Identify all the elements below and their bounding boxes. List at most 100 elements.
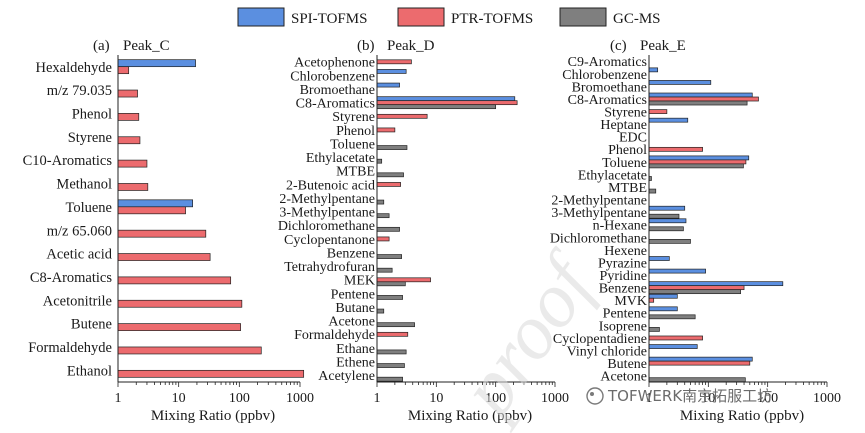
bar-gc-ms-c8-aromatics bbox=[376, 104, 497, 110]
bar-gc-ms-toluene bbox=[648, 163, 744, 169]
bar-gc-ms-c8-aromatics bbox=[648, 100, 748, 106]
category-label-chlorobenzene: Chlorobenzene bbox=[290, 69, 375, 84]
bar-ptr-tofms-acetic-acid bbox=[117, 253, 211, 261]
bar-gc-ms-ethene bbox=[376, 363, 405, 368]
bar-gc-ms-mek bbox=[376, 281, 406, 287]
category-label-pyrazine: Pyrazine bbox=[598, 256, 647, 271]
category-label-edc: EDC bbox=[619, 131, 647, 146]
category-label-chlorobenzene: Chlorobenzene bbox=[562, 68, 647, 83]
category-label-acetic-acid: Acetic acid bbox=[46, 247, 112, 263]
bar-ptr-tofms-m-z-79-035 bbox=[117, 89, 138, 98]
category-label-c10-aromatics: C10-Aromatics bbox=[23, 153, 113, 169]
bar-spi-tofms-benzene bbox=[648, 281, 784, 287]
bar-ptr-tofms-toluene bbox=[117, 206, 186, 215]
category-label-phenol: Phenol bbox=[608, 143, 647, 158]
category-label-phenol: Phenol bbox=[72, 106, 112, 122]
category-label-ethane: Ethane bbox=[336, 342, 375, 357]
brand-logo-icon bbox=[586, 387, 604, 405]
category-label-butene: Butene bbox=[607, 357, 647, 372]
category-label-acetone: Acetone bbox=[328, 315, 375, 330]
bar-gc-ms-3-methylpentane bbox=[648, 213, 680, 219]
bar-ptr-tofms-cyclopentanone bbox=[376, 236, 390, 242]
bar-ptr-tofms-formaldehyde bbox=[376, 331, 409, 337]
category-label-mek: MEK bbox=[344, 274, 375, 289]
bar-ptr-tofms-mek bbox=[376, 277, 431, 283]
category-label-ethanol: Ethanol bbox=[67, 363, 112, 379]
bar-ptr-tofms-c10-aromatics bbox=[117, 159, 148, 168]
bar-gc-ms-tetrahydrofuran bbox=[376, 267, 393, 273]
bar-gc-ms-mtbe bbox=[376, 172, 404, 178]
category-label-ethene: Ethene bbox=[336, 355, 375, 370]
bar-gc-ms-3-methylpentane bbox=[376, 213, 390, 219]
category-label-pyridine: Pyridine bbox=[600, 269, 647, 284]
panel-label: (c) bbox=[610, 38, 627, 54]
bar-spi-tofms-pyrazine bbox=[648, 256, 670, 261]
x-tick-label: 1000 bbox=[813, 391, 841, 406]
x-tick-label: 1 bbox=[115, 391, 122, 406]
category-label-m-z-65-060: m/z 65.060 bbox=[47, 223, 112, 239]
x-tick-label: 10 bbox=[701, 391, 715, 406]
bar-ptr-tofms-c8-aromatics bbox=[117, 276, 232, 285]
x-axis-title: Mixing Ratio (ppbv) bbox=[680, 408, 804, 424]
bar-gc-ms-ethylacetate bbox=[376, 158, 383, 164]
x-tick-label: 1000 bbox=[541, 391, 569, 406]
bar-gc-ms-n-hexane bbox=[648, 226, 684, 232]
bar-gc-ms-pentene bbox=[376, 295, 403, 300]
category-label-mtbe: MTBE bbox=[336, 165, 375, 180]
bar-gc-ms-benzene bbox=[376, 254, 402, 259]
category-label-phenol: Phenol bbox=[336, 124, 375, 139]
category-label-ethylacetate: Ethylacetate bbox=[578, 168, 647, 183]
bar-spi-tofms-pyridine bbox=[648, 268, 706, 274]
bar-ptr-tofms-formaldehyde bbox=[117, 346, 262, 355]
legend: SPI-TOFMS PTR-TOFMS GC-MS bbox=[237, 7, 661, 27]
category-label-benzene: Benzene bbox=[327, 246, 375, 261]
category-label-isoprene: Isoprene bbox=[599, 319, 647, 334]
bar-ptr-tofms-butene bbox=[117, 323, 241, 331]
chart-panel-2: AcetophenoneChlorobenzeneBromoethaneC8-A… bbox=[278, 38, 569, 424]
x-axis-title: Mixing Ratio (ppbv) bbox=[408, 408, 532, 424]
bar-gc-ms-isoprene bbox=[648, 327, 660, 332]
x-tick-label: 100 bbox=[757, 391, 778, 406]
bar-spi-tofms-hexaldehyde bbox=[117, 59, 196, 68]
category-label-n-hexane: n-Hexane bbox=[593, 219, 647, 234]
bar-gc-ms-benzene bbox=[648, 289, 741, 295]
panel-title: Peak_E bbox=[640, 38, 686, 54]
category-label-pentene: Pentene bbox=[331, 287, 375, 302]
x-tick-label: 100 bbox=[485, 391, 506, 406]
bar-ptr-tofms-mvk bbox=[648, 297, 655, 303]
bar-ptr-tofms-methanol bbox=[117, 183, 149, 191]
bar-gc-ms-mtbe bbox=[648, 188, 657, 194]
bar-ptr-tofms-c8-aromatics bbox=[648, 96, 759, 102]
legend-swatch-ptr-tofms bbox=[397, 7, 445, 27]
category-label-tetrahydrofuran: Tetrahydrofuran bbox=[284, 260, 375, 275]
x-tick-label: 1 bbox=[646, 391, 653, 406]
category-label-acetone: Acetone bbox=[600, 370, 647, 385]
category-label-styrene: Styrene bbox=[68, 130, 112, 146]
bar-spi-tofms-butene bbox=[648, 356, 753, 362]
bar-ptr-tofms-m-z-65-060 bbox=[117, 229, 207, 238]
bar-gc-ms-dichloromethane bbox=[648, 239, 691, 244]
legend-label-gc-ms: GC-MS bbox=[613, 11, 661, 27]
panel-label: (b) bbox=[357, 38, 375, 54]
bar-ptr-tofms-hexaldehyde bbox=[117, 66, 130, 75]
bar-gc-ms-pentene bbox=[648, 314, 696, 320]
category-label-3-methylpentane: 3-Methylpentane bbox=[551, 206, 647, 221]
category-label-butene: Butene bbox=[71, 317, 112, 333]
panel-title: Peak_C bbox=[123, 38, 170, 54]
category-label-hexene: Hexene bbox=[604, 244, 647, 259]
chart-panel-3: C9-AromaticsChlorobenzeneBromoethaneC8-A… bbox=[550, 38, 841, 424]
bar-gc-ms-toluene bbox=[376, 145, 408, 150]
bar-ptr-tofms-toluene bbox=[648, 159, 747, 165]
category-label-mtbe: MTBE bbox=[608, 181, 647, 196]
bar-spi-tofms-toluene bbox=[648, 155, 750, 161]
category-label-bromoethane: Bromoethane bbox=[300, 83, 375, 98]
bar-spi-tofms-bromoethane bbox=[648, 80, 712, 85]
bar-gc-ms-butane bbox=[376, 308, 385, 314]
category-label-toluene: Toluene bbox=[66, 200, 113, 216]
category-label-toluene: Toluene bbox=[330, 137, 375, 152]
category-label-cyclopentanone: Cyclopentanone bbox=[284, 233, 375, 248]
category-label-hexaldehyde: Hexaldehyde bbox=[36, 60, 113, 76]
bar-spi-tofms-mvk bbox=[648, 293, 678, 299]
category-label-heptane: Heptane bbox=[600, 118, 647, 133]
